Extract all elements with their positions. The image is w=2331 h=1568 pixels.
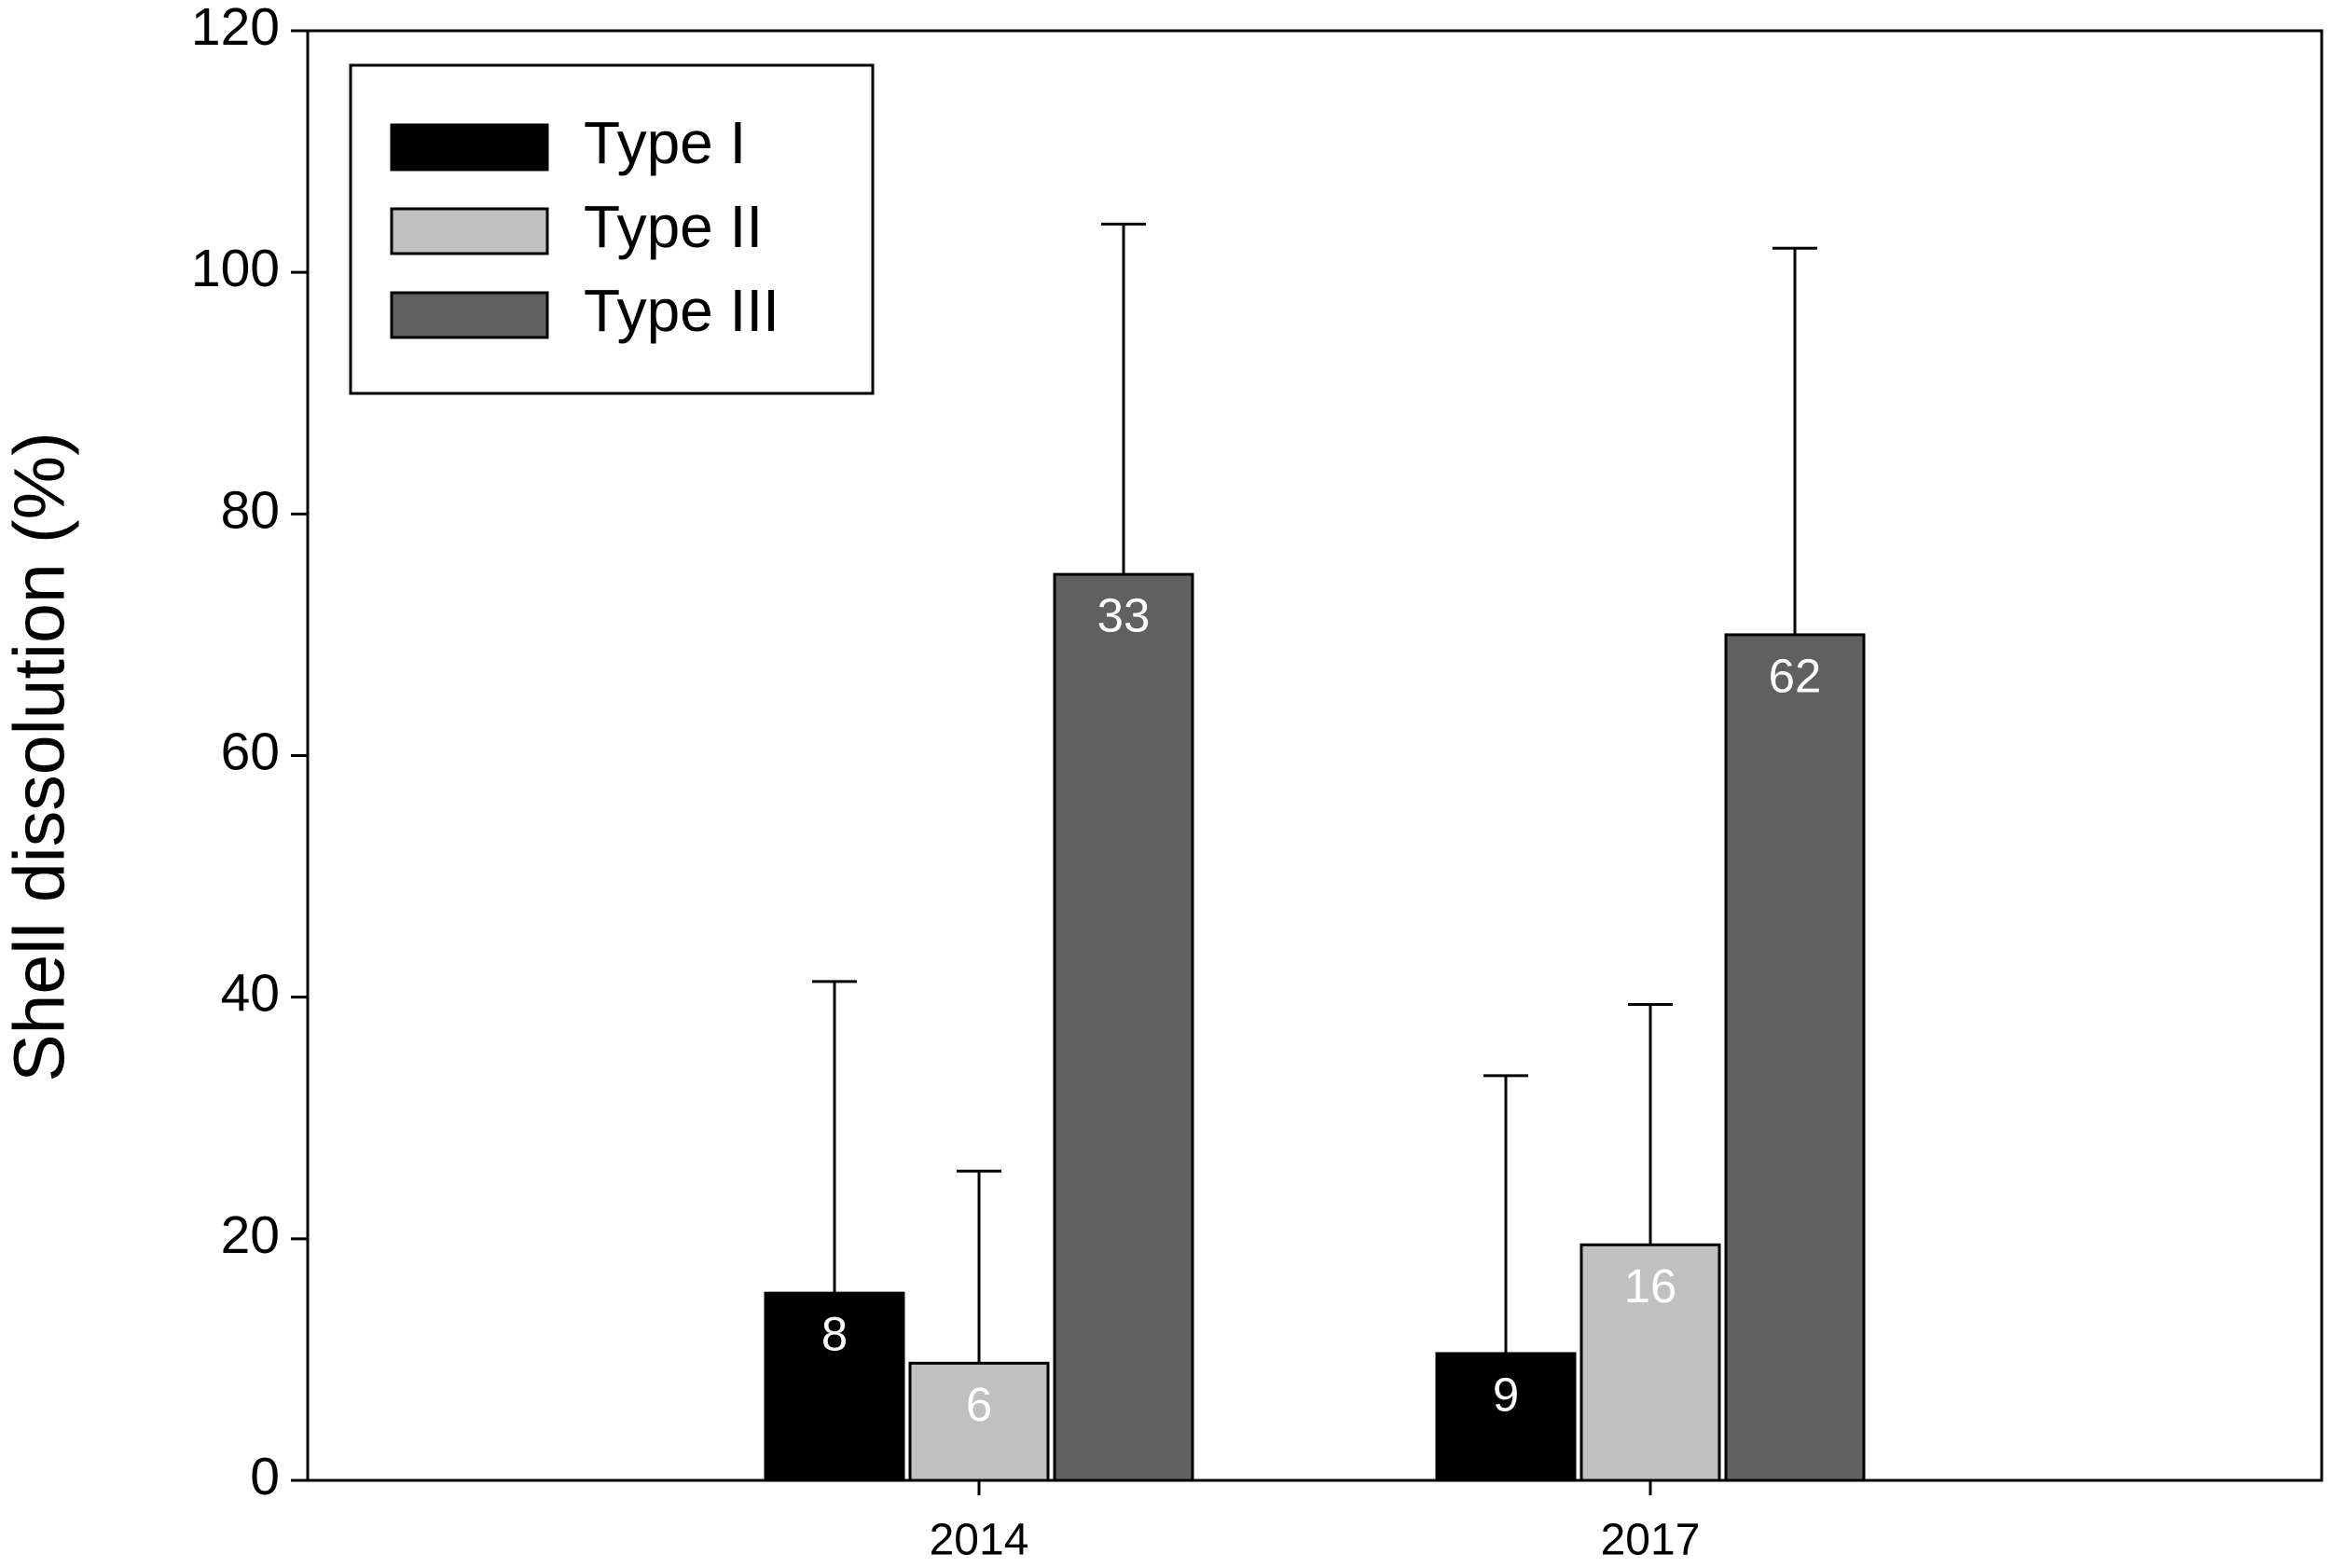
- legend-label: Type II: [584, 193, 763, 260]
- bar: [1724, 633, 1866, 1482]
- bar-label: 33: [1097, 589, 1151, 642]
- y-tick-label: 0: [250, 1447, 280, 1506]
- bar: [908, 1361, 1050, 1482]
- bar-label: 62: [1769, 649, 1822, 702]
- bar: [764, 1291, 905, 1482]
- bar: [1053, 572, 1194, 1482]
- bar-label: 9: [1493, 1368, 1519, 1421]
- x-tick-label: 2014: [930, 1516, 1029, 1565]
- bar-label: 8: [821, 1308, 848, 1361]
- legend-label: Type I: [584, 109, 746, 176]
- legend-swatch: [390, 123, 549, 172]
- y-tick-label: 120: [191, 0, 280, 57]
- x-tick-label: 2017: [1601, 1516, 1701, 1565]
- legend-label: Type III: [584, 277, 779, 344]
- y-axis-label: Shell dissolution (%): [0, 432, 79, 1082]
- y-tick-label: 60: [221, 722, 280, 782]
- y-tick-label: 40: [221, 964, 280, 1024]
- y-tick-label: 100: [191, 239, 280, 298]
- bar-label: 16: [1624, 1259, 1677, 1313]
- legend-swatch: [390, 207, 549, 255]
- bar: [1579, 1243, 1721, 1482]
- y-tick-label: 20: [221, 1205, 280, 1265]
- plot-frame: [306, 29, 2324, 1482]
- legend-swatch: [390, 291, 549, 339]
- y-tick-label: 80: [221, 480, 280, 540]
- bar: [1435, 1352, 1577, 1482]
- bar-label: 6: [966, 1378, 992, 1431]
